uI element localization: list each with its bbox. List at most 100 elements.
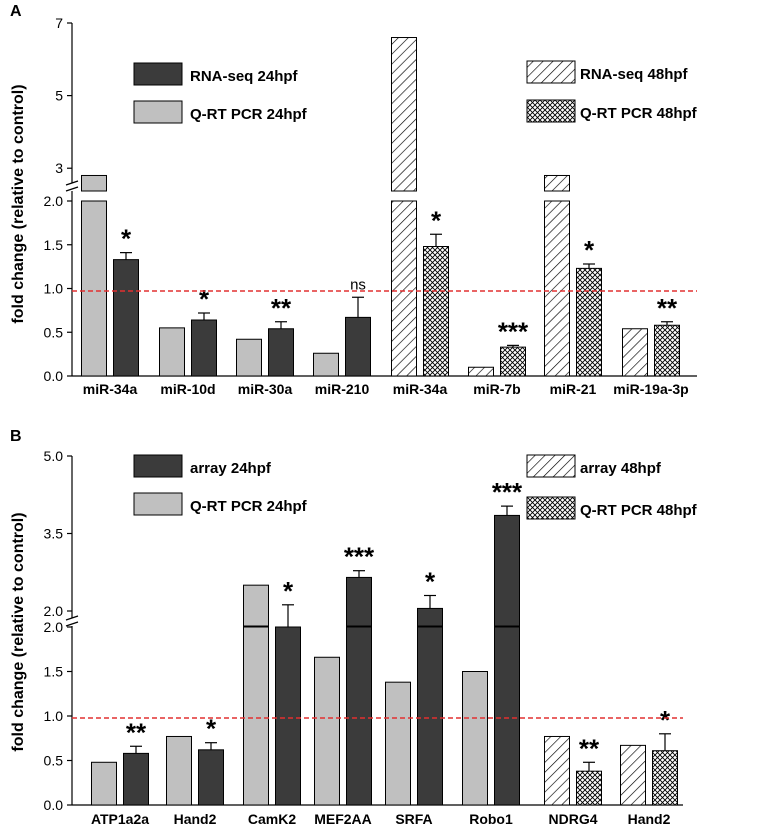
legend-label: RNA-seq 24hpf	[190, 68, 299, 85]
bar-dark	[346, 317, 371, 376]
bar-cross	[655, 325, 680, 376]
panel-label: A	[10, 3, 22, 20]
bar-dark	[347, 627, 372, 805]
bar-hatch	[545, 201, 570, 376]
bar-light	[463, 672, 488, 806]
y-tick-label-lower: 1.0	[44, 281, 64, 297]
bar-dark	[269, 329, 294, 376]
bar-light	[386, 682, 411, 805]
x-tick-label: miR-30a	[238, 381, 293, 397]
y-tick-label-lower: 0.5	[44, 753, 64, 769]
legend-label: Q-RT PCR 48hpf	[580, 502, 698, 519]
significance-label: *	[431, 205, 442, 235]
legend-label: Q-RT PCR 48hpf	[580, 105, 698, 122]
bar-dark	[199, 750, 224, 805]
legend-swatch-dark	[134, 455, 182, 477]
x-tick-label: Hand2	[628, 811, 671, 827]
y-tick-label-lower: 2.0	[44, 193, 64, 209]
significance-label: *	[660, 705, 671, 735]
legend-label: array 24hpf	[190, 460, 272, 477]
bar-light-upper	[82, 175, 107, 191]
significance-label: ***	[498, 316, 529, 346]
y-tick-label-upper: 5	[55, 88, 63, 104]
y-tick-label-lower: 1.5	[44, 237, 64, 253]
legend-label: RNA-seq 48hpf	[580, 66, 689, 83]
significance-label: *	[425, 567, 436, 597]
bar-light	[82, 201, 107, 376]
x-tick-label: miR-7b	[473, 381, 520, 397]
y-tick-label-upper: 2.0	[44, 603, 64, 619]
x-tick-label: miR-210	[315, 381, 370, 397]
legend-swatch-cross	[527, 497, 575, 519]
significance-label: **	[271, 293, 292, 323]
bar-hatch-upper	[545, 175, 570, 191]
y-tick-label-lower: 0.5	[44, 324, 64, 340]
bar-cross	[577, 771, 602, 805]
x-tick-label: ATP1a2a	[91, 811, 149, 827]
bar-dark	[124, 753, 149, 805]
y-axis-label: fold change (relative to control)	[10, 512, 27, 751]
significance-label: *	[283, 576, 294, 606]
bar-cross	[501, 347, 526, 376]
legend-label: Q-RT PCR 24hpf	[190, 498, 308, 515]
x-tick-label: miR-34a	[83, 381, 138, 397]
y-tick-label-lower: 0.0	[44, 368, 64, 384]
x-tick-label: MEF2AA	[314, 811, 372, 827]
legend-label: Q-RT PCR 24hpf	[190, 106, 308, 123]
bar-dark-upper	[418, 608, 443, 626]
bar-hatch-upper	[392, 38, 417, 191]
significance-label: *	[199, 284, 210, 314]
bar-light	[160, 328, 185, 376]
legend-swatch-light	[134, 493, 182, 515]
axis-break-mark	[66, 187, 78, 191]
bar-hatch	[621, 745, 646, 805]
bar-hatch	[469, 367, 494, 376]
bar-dark-upper	[495, 515, 520, 626]
bar-cross	[653, 751, 678, 805]
bar-dark	[418, 627, 443, 805]
y-tick-label-upper: 5.0	[44, 448, 64, 464]
axis-break-mark	[66, 622, 78, 626]
legend-swatch-dark	[134, 63, 182, 85]
x-tick-label: CamK2	[248, 811, 296, 827]
significance-label: *	[584, 235, 595, 265]
bar-hatch	[392, 201, 417, 376]
bar-light	[237, 339, 262, 376]
x-tick-label: miR-10d	[160, 381, 215, 397]
significance-label: **	[657, 293, 678, 323]
bar-light	[244, 627, 269, 805]
x-tick-label: Hand2	[174, 811, 217, 827]
bar-dark	[495, 627, 520, 805]
bar-light	[92, 762, 117, 805]
bar-dark	[114, 260, 139, 376]
x-tick-label: miR-19a-3p	[613, 381, 688, 397]
bar-cross	[424, 247, 449, 377]
significance-label: **	[126, 717, 147, 747]
x-tick-label: NDRG4	[548, 811, 597, 827]
y-tick-label-lower: 0.0	[44, 797, 64, 813]
x-tick-label: miR-34a	[393, 381, 448, 397]
bar-light	[167, 736, 192, 805]
legend-swatch-hatch	[527, 455, 575, 477]
y-tick-label-lower: 1.0	[44, 708, 64, 724]
significance-label: *	[121, 224, 132, 254]
x-tick-label: miR-21	[550, 381, 597, 397]
y-tick-label-upper: 3.5	[44, 526, 64, 542]
bar-dark	[276, 627, 301, 805]
x-tick-label: Robo1	[469, 811, 513, 827]
bar-cross	[577, 268, 602, 376]
bar-light	[314, 353, 339, 376]
legend-label: array 48hpf	[580, 460, 662, 477]
significance-label: **	[579, 733, 600, 763]
legend-swatch-hatch	[527, 61, 575, 83]
y-axis-label: fold change (relative to control)	[10, 84, 27, 323]
significance-label: ***	[344, 542, 375, 572]
legend-swatch-light	[134, 101, 182, 123]
y-tick-label-lower: 1.5	[44, 664, 64, 680]
y-tick-label-lower: 2.0	[44, 619, 64, 635]
bar-dark-upper	[347, 577, 372, 626]
bar-light-upper	[244, 585, 269, 626]
bar-hatch	[545, 736, 570, 805]
